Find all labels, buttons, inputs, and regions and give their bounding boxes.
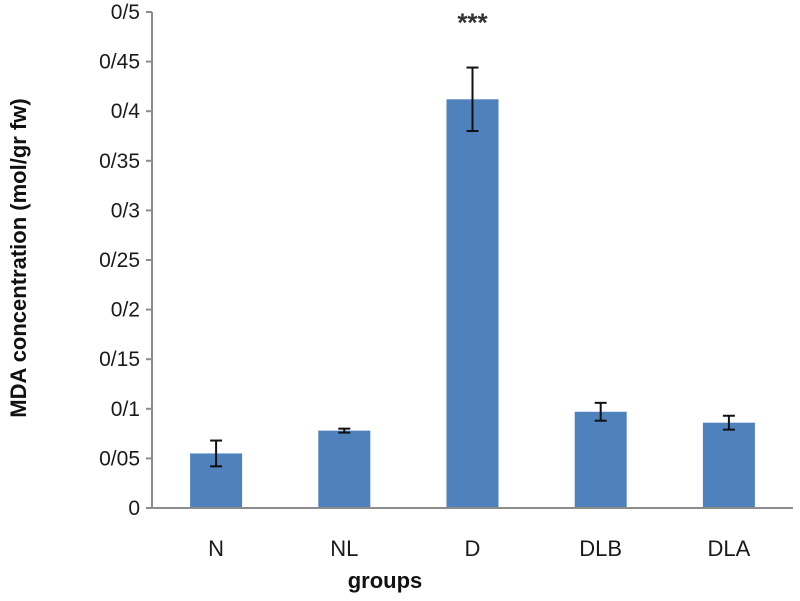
y-tick-label: 0/4: [111, 100, 141, 123]
y-axis-title: MDA concentration (mol/gr fw): [6, 98, 31, 417]
x-tick-label-d: D: [465, 536, 481, 561]
bar-dla: [702, 422, 755, 508]
x-tick-label-nl: NL: [330, 536, 358, 561]
y-tick-label: 0: [128, 497, 140, 520]
y-tick-label: 0/25: [99, 249, 140, 272]
bar-d: [446, 99, 499, 509]
axes-layer: [146, 11, 793, 509]
error-bars-layer: [210, 66, 735, 468]
y-tick-label: 0/05: [99, 447, 140, 470]
error-bar-dla: [722, 414, 735, 431]
bar-dlb: [574, 411, 627, 508]
error-bar-dlb: [594, 401, 607, 422]
bars-layer: [190, 99, 755, 509]
y-tick-label: 0/1: [111, 398, 140, 421]
y-tick-labels: 0 0/05 0/1 0/15 0/2 0/25 0/3 0/35 0/4 0/45 0/5: [99, 1, 140, 520]
y-tick-label: 0/3: [111, 199, 140, 222]
y-tick-label: 0/2: [111, 299, 140, 322]
x-tick-label-n: N: [208, 536, 224, 561]
x-axis-title: groups: [348, 568, 423, 593]
y-tick-label: 0/45: [99, 51, 140, 74]
y-tick-label: 0/35: [99, 150, 140, 173]
annotations-layer: ***: [457, 8, 488, 38]
error-bar-n: [210, 439, 223, 468]
x-tick-label-dla: DLA: [708, 536, 751, 561]
significance-annotation: ***: [457, 8, 488, 38]
error-bar-d: [466, 66, 479, 133]
error-bar-nl: [338, 427, 351, 434]
x-tick-labels: N NL D DLB DLA: [208, 536, 750, 561]
x-tick-label-dlb: DLB: [579, 536, 622, 561]
y-tick-label: 0/5: [111, 1, 140, 24]
bar-nl: [318, 430, 371, 508]
y-tick-label: 0/15: [99, 348, 140, 371]
